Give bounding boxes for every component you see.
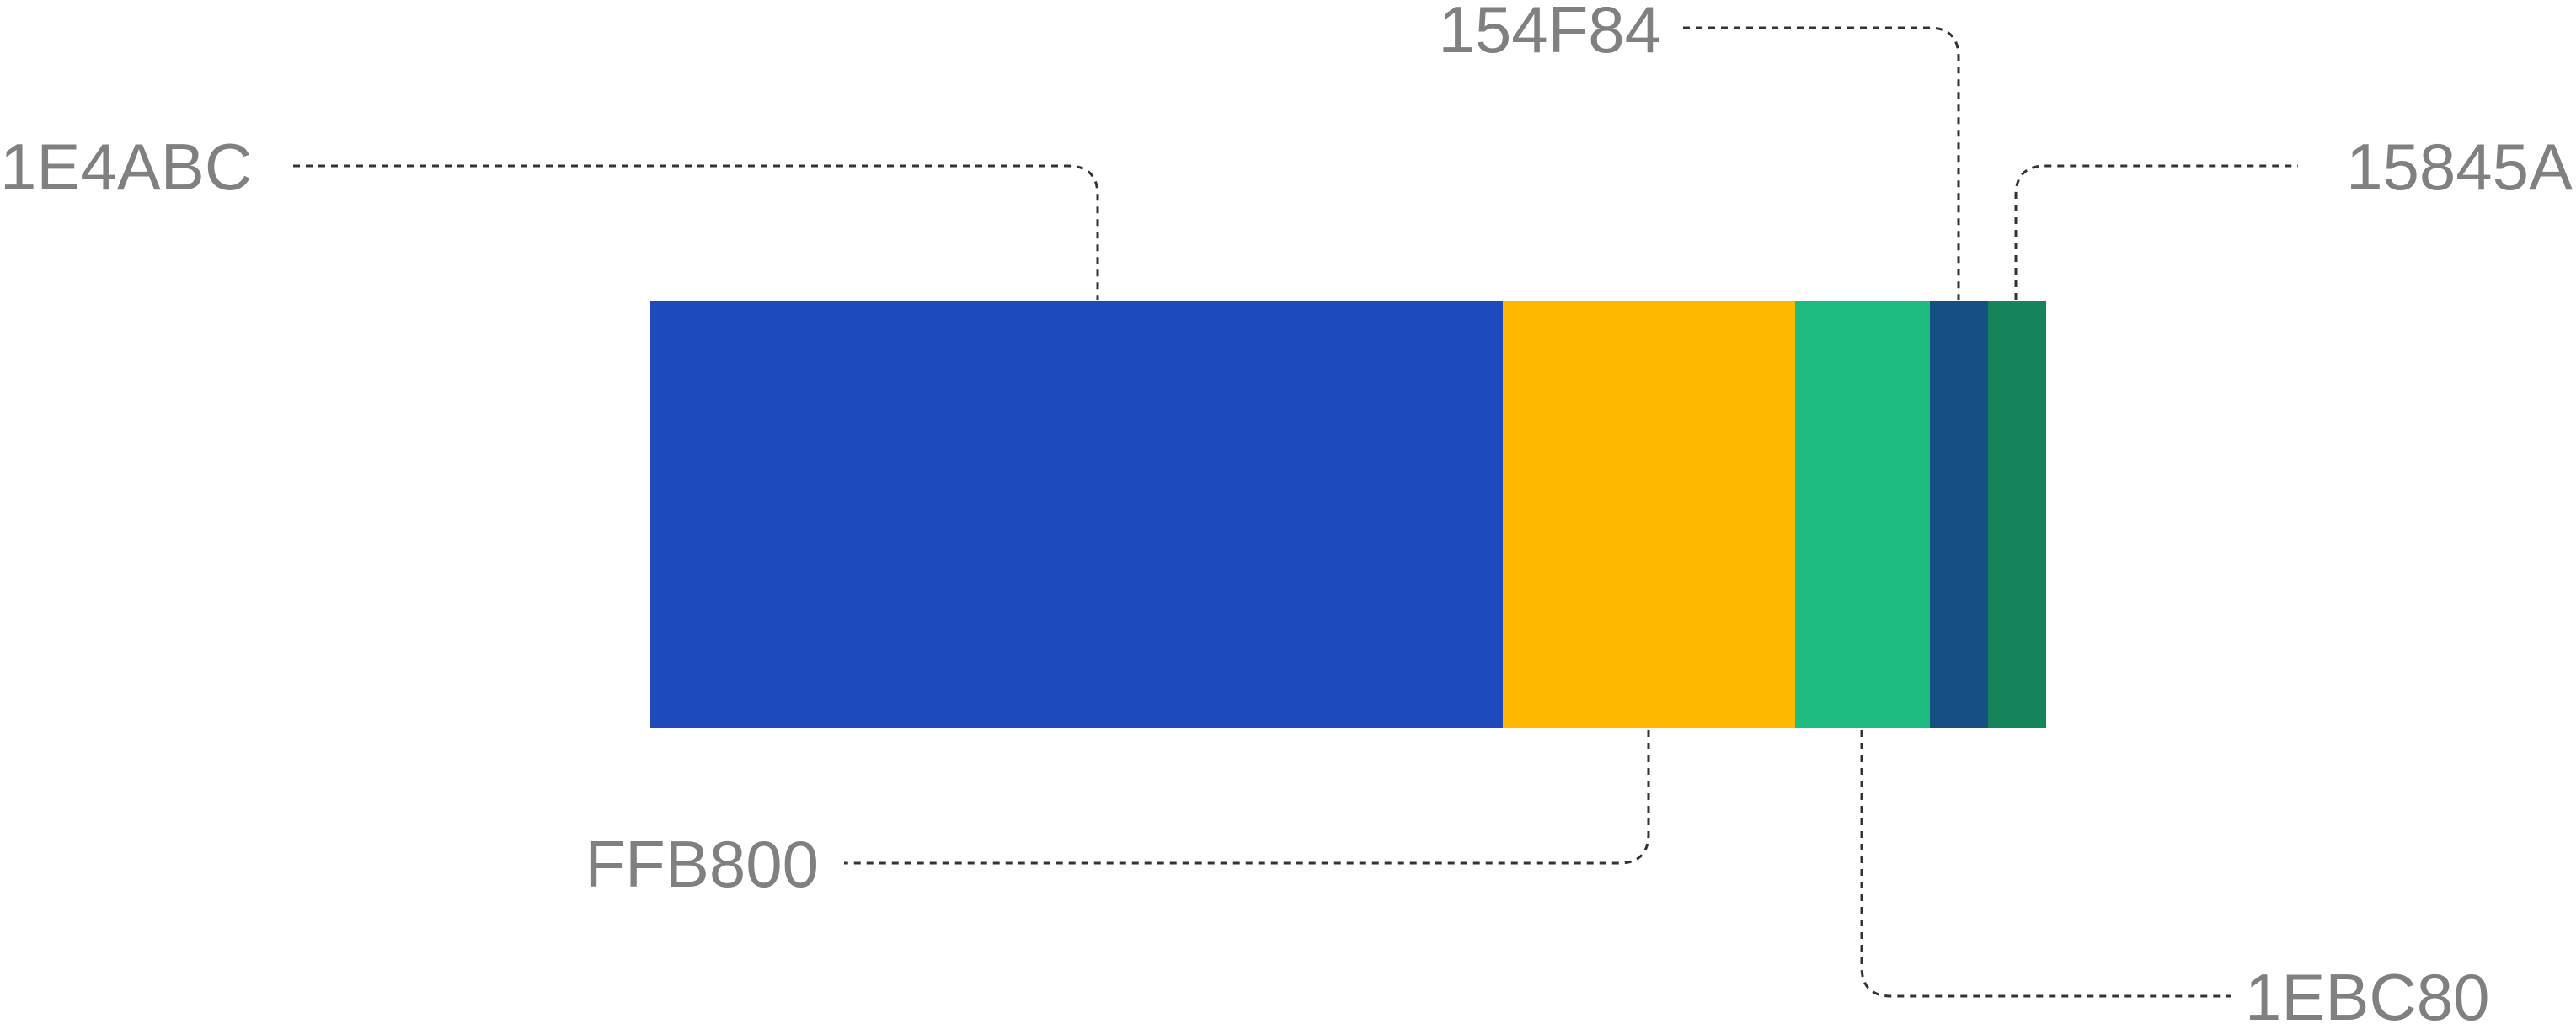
leader-line-ffb800 — [844, 730, 1650, 865]
swatch-label-ffb800: FFB800 — [585, 827, 819, 901]
swatch-1e4abc — [650, 301, 1503, 728]
palette-bar — [650, 301, 2046, 728]
swatch-154f84 — [1930, 301, 1988, 728]
leader-line-154f84 — [1683, 26, 1960, 300]
swatch-1ebc80 — [1795, 301, 1930, 728]
swatch-ffb800 — [1503, 301, 1795, 728]
leader-line-1e4abc — [293, 164, 1099, 300]
leader-lines — [293, 26, 2298, 998]
swatch-label-154f84: 154F84 — [1438, 0, 1661, 67]
swatch-15845a — [1988, 301, 2046, 728]
swatch-label-1ebc80: 1EBC80 — [2245, 960, 2490, 1029]
leader-line-15845a — [2014, 164, 2298, 300]
leader-line-1ebc80 — [1860, 730, 2231, 998]
swatch-label-1e4abc: 1E4ABC — [0, 130, 252, 204]
swatch-label-15845a: 15845A — [2346, 130, 2573, 204]
